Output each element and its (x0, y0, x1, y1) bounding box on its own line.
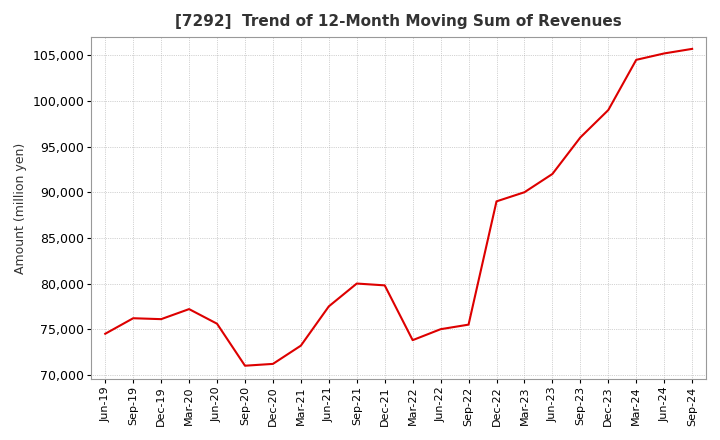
Y-axis label: Amount (million yen): Amount (million yen) (14, 143, 27, 274)
Title: [7292]  Trend of 12-Month Moving Sum of Revenues: [7292] Trend of 12-Month Moving Sum of R… (175, 14, 622, 29)
